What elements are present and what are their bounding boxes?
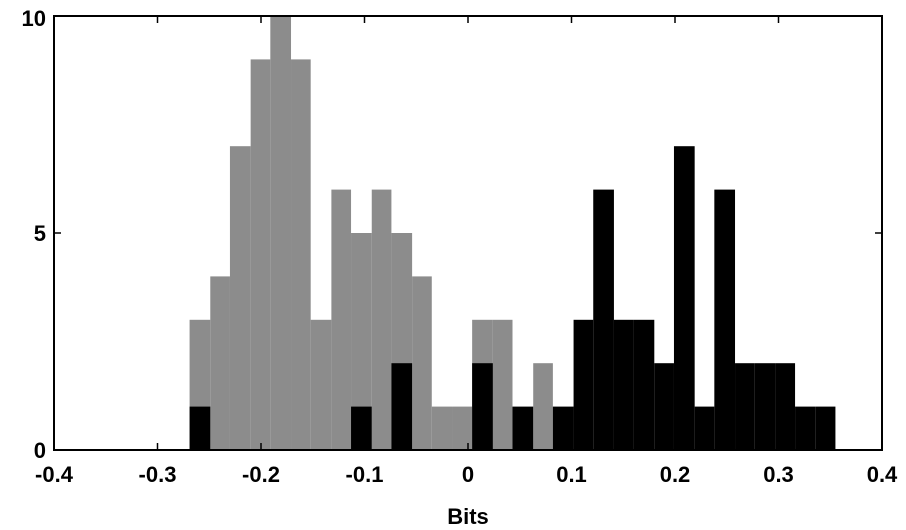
black-bar-10: [654, 363, 674, 450]
gray-bar-7: [331, 189, 352, 450]
gray-bar-12: [431, 406, 453, 450]
black-bar-15: [754, 363, 776, 450]
y-tick-labels: 0 5 10: [22, 6, 46, 463]
x-tick-label: 0.1: [556, 462, 587, 487]
black-bar-17: [795, 406, 816, 450]
x-tick-label: -0.2: [242, 462, 280, 487]
x-tick-label: 0.2: [660, 462, 691, 487]
black-bar-8: [613, 319, 634, 450]
gray-bar-1: [210, 276, 230, 450]
black-bar-14: [735, 363, 755, 450]
x-tick-label: 0: [462, 462, 474, 487]
black-bar-6: [573, 319, 594, 450]
gray-bar-2: [229, 146, 251, 450]
axis-ticks: [53, 15, 883, 451]
black-bar-12: [694, 406, 715, 450]
x-tick-label: -0.4: [35, 462, 74, 487]
gray-bar-9: [371, 189, 392, 450]
black-bar-18: [815, 406, 836, 450]
y-tick-label: 10: [22, 6, 46, 31]
black-bar-0: [189, 406, 211, 450]
gray-bar-3: [250, 59, 271, 451]
x-tick-labels: -0.4 -0.3 -0.2 -0.1 0 0.1 0.2 0.3 0.4: [35, 462, 898, 487]
y-tick-label: 5: [34, 221, 46, 246]
gray-bar-15: [492, 319, 513, 450]
gray-bar-16: [533, 363, 553, 450]
y-tick-label: 0: [34, 438, 46, 463]
gray-bar-6: [310, 319, 332, 450]
black-bar-2: [391, 363, 413, 450]
gray-bar-5: [291, 59, 311, 451]
black-bar-7: [593, 189, 614, 450]
black-bar-9: [633, 319, 655, 450]
black-bar-16: [775, 363, 796, 450]
black-bar-4: [512, 406, 534, 450]
black-bar-13: [714, 189, 736, 450]
black-bar-11: [673, 146, 695, 450]
x-tick-label: -0.1: [346, 462, 384, 487]
x-axis-title: Bits: [447, 504, 489, 529]
gray-bar-11: [412, 276, 432, 450]
gray-bar-13: [452, 406, 473, 450]
x-tick-label: 0.3: [763, 462, 794, 487]
black-bar-3: [472, 363, 493, 450]
black-bar-5: [552, 406, 574, 450]
gray-bar-8: [351, 233, 372, 450]
gray-bar-4: [270, 16, 292, 450]
black-bar-1: [351, 406, 372, 450]
x-tick-label: -0.3: [139, 462, 177, 487]
x-tick-label: 0.4: [867, 462, 898, 487]
histogram-bars: [189, 16, 836, 451]
